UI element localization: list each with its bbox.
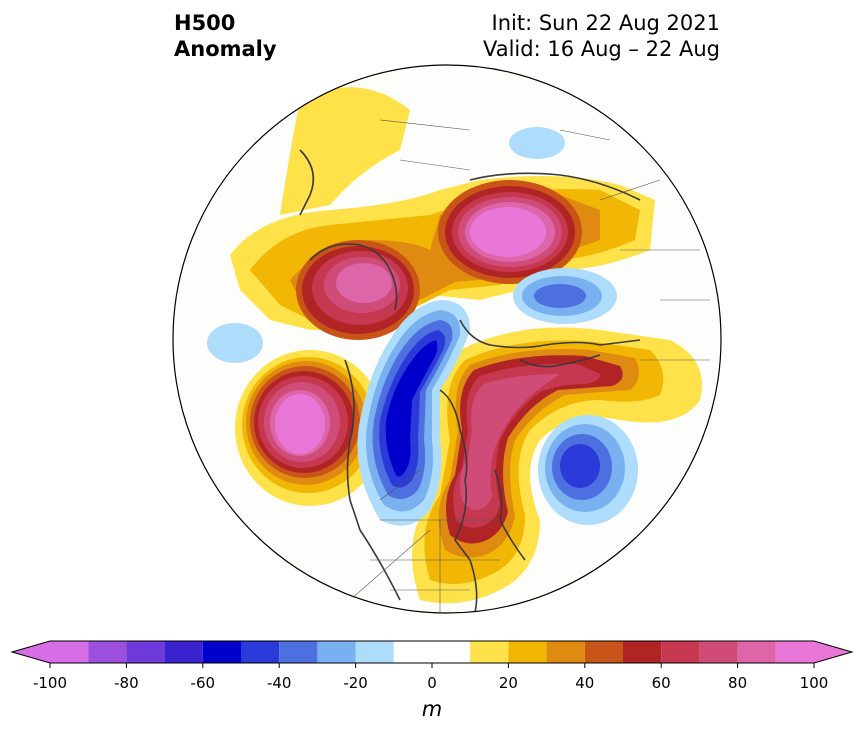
negative-anomaly-north-pacific: [538, 415, 638, 525]
colorbar-segment: [775, 641, 814, 663]
colorbar-segment: [241, 641, 280, 663]
positive-anomaly-russia: [438, 180, 582, 284]
colorbar-segment: [164, 641, 203, 663]
colorbar-segment: [508, 641, 547, 663]
map-field: [173, 65, 721, 613]
map-boundary-circle: [172, 64, 722, 614]
colorbar-over-extension: [814, 641, 852, 663]
colorbar-tick-label: -40: [267, 674, 292, 692]
colorbar-segment: [584, 641, 623, 663]
colorbar-segment: [623, 641, 662, 663]
colorbar-segment: [470, 641, 509, 663]
negative-anomaly-west-north-america: [357, 300, 470, 526]
negative-anomaly-atlantic: [207, 323, 263, 363]
borders: [349, 119, 710, 612]
colorbar-segment: [126, 641, 165, 663]
colorbar-tick-label: -80: [114, 674, 139, 692]
colorbar-segment: [699, 641, 738, 663]
colorbar-segment: [737, 641, 776, 663]
colorbar-segment: [279, 641, 318, 663]
colorbar-segments: [50, 641, 814, 663]
colorbar-tick-label: 60: [652, 674, 671, 692]
colorbar-tick-label: -100: [33, 674, 67, 692]
colorbar-under-extension: [12, 641, 50, 663]
colorbar-ticks: -100 -80 -60 -40 -20 0 20 40 60 80 100: [33, 663, 828, 692]
positive-anomaly-canada: [412, 327, 702, 604]
colorbar-tick-label: 40: [575, 674, 594, 692]
colorbar-segment: [202, 641, 241, 663]
colorbar-segment: [88, 641, 127, 663]
coastlines: [299, 149, 641, 613]
colorbar-segment: [661, 641, 700, 663]
colorbar-segment: [546, 641, 585, 663]
colorbar-tick-label: 0: [427, 674, 437, 692]
colorbar-segment: [50, 641, 89, 663]
init-time: Init: Sun 22 Aug 2021: [491, 11, 720, 35]
valid-period: Valid: 16 Aug – 22 Aug: [482, 37, 720, 61]
colorbar-tick-label: 20: [499, 674, 518, 692]
colorbar-tick-label: 100: [800, 674, 829, 692]
title-right: Init: Sun 22 Aug 2021 Valid: 16 Aug – 22…: [483, 10, 720, 62]
negative-anomaly-siberia: [513, 268, 617, 324]
colorbar-tick-label: 80: [728, 674, 747, 692]
colorbar-tick-label: -20: [343, 674, 368, 692]
colorbar-segment: [393, 641, 471, 663]
colorbar-segment: [355, 641, 394, 663]
title-left: H500 Anomaly: [174, 10, 277, 62]
variable-title: H500: [174, 11, 236, 35]
colorbar-segment: [317, 641, 356, 663]
variable-subtitle: Anomaly: [174, 37, 277, 61]
colorbar-tick-label: -60: [191, 674, 216, 692]
colorbar-unit-label: m: [422, 697, 442, 721]
negative-anomaly-europe: [509, 127, 565, 159]
positive-anomaly-north-atlantic: [296, 240, 420, 340]
